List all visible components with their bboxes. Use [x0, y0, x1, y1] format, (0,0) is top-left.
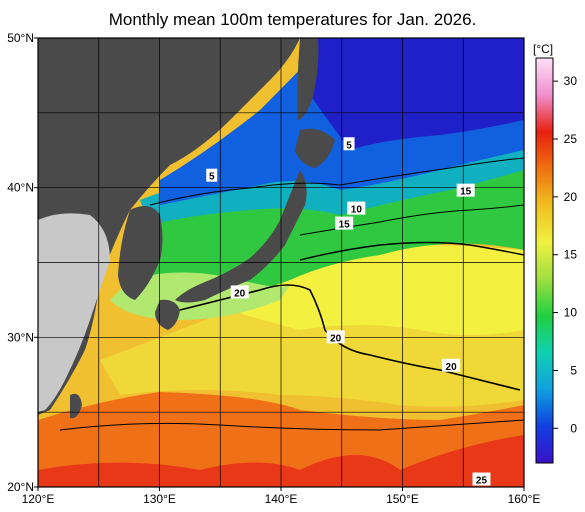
contour-label: 25 — [476, 476, 488, 487]
contour-label: 10 — [351, 205, 363, 216]
latitude-label: 20°N — [7, 480, 34, 494]
colorbar-tick-label: 5 — [570, 363, 577, 377]
contour-label: 5 — [209, 172, 215, 183]
japan-kyushu — [155, 299, 180, 330]
latitude-label: 30°N — [7, 330, 34, 344]
china-light-land — [38, 213, 110, 412]
colorbar-bar — [535, 57, 554, 464]
contour-label: 15 — [460, 187, 472, 198]
sakhalin — [297, 38, 319, 120]
contour-label: 5 — [346, 140, 352, 151]
contour-label-box — [347, 201, 366, 215]
colorbar-tick-label: 20 — [564, 190, 578, 204]
contour-5 — [149, 157, 524, 206]
colorbar-tick-label: 10 — [564, 306, 578, 320]
japan-hokkaido — [295, 128, 335, 168]
colorbar-tick-label: 15 — [564, 248, 578, 262]
longitude-label: 130°E — [143, 492, 176, 506]
asia-mainland — [38, 38, 300, 415]
longitude-label: 140°E — [265, 492, 298, 506]
contour-label: 20 — [446, 362, 458, 373]
colorbar-unit: [°C] — [533, 42, 553, 56]
contour-label-box — [472, 472, 491, 486]
contour-label-box — [230, 285, 249, 299]
contour-label-box — [456, 183, 475, 197]
colorbar: [°C] 30 25 20 15 10 5 0 — [533, 42, 577, 464]
contour-label-box — [335, 216, 354, 230]
latitude-label: 40°N — [7, 181, 34, 195]
contour-20-kuroshio — [179, 284, 521, 391]
colorbar-tick-label: 30 — [564, 74, 578, 88]
japan-honshu — [175, 170, 307, 303]
latitude-labels: 50°N 40°N 30°N 20°N — [7, 31, 38, 494]
contour-label-box — [206, 168, 218, 182]
colorbar-ticks: 30 25 20 15 10 5 0 — [553, 74, 577, 435]
deep-blue-band — [300, 38, 524, 150]
contour-label: 15 — [339, 220, 351, 231]
graticule — [38, 38, 524, 487]
latitude-label: 50°N — [7, 31, 34, 45]
longitude-labels: 120°E 130°E 140°E 150°E 160°E — [22, 487, 541, 506]
contour-label-box — [326, 330, 345, 344]
contour-15 — [299, 241, 524, 261]
contour-label: 20 — [234, 288, 246, 299]
contour-label: 20 — [330, 333, 342, 344]
contour-label-box — [343, 137, 355, 151]
contour-25 — [59, 419, 524, 431]
colorbar-tick-label: 0 — [570, 421, 577, 435]
map-title: Monthly mean 100m temperatures for Jan. … — [108, 10, 477, 29]
longitude-label: 150°E — [386, 492, 419, 506]
contour-label-box — [442, 358, 461, 372]
colorbar-tick-label: 25 — [564, 132, 578, 146]
longitude-label: 120°E — [22, 492, 55, 506]
korea-peninsula — [118, 206, 163, 300]
longitude-label: 160°E — [508, 492, 541, 506]
